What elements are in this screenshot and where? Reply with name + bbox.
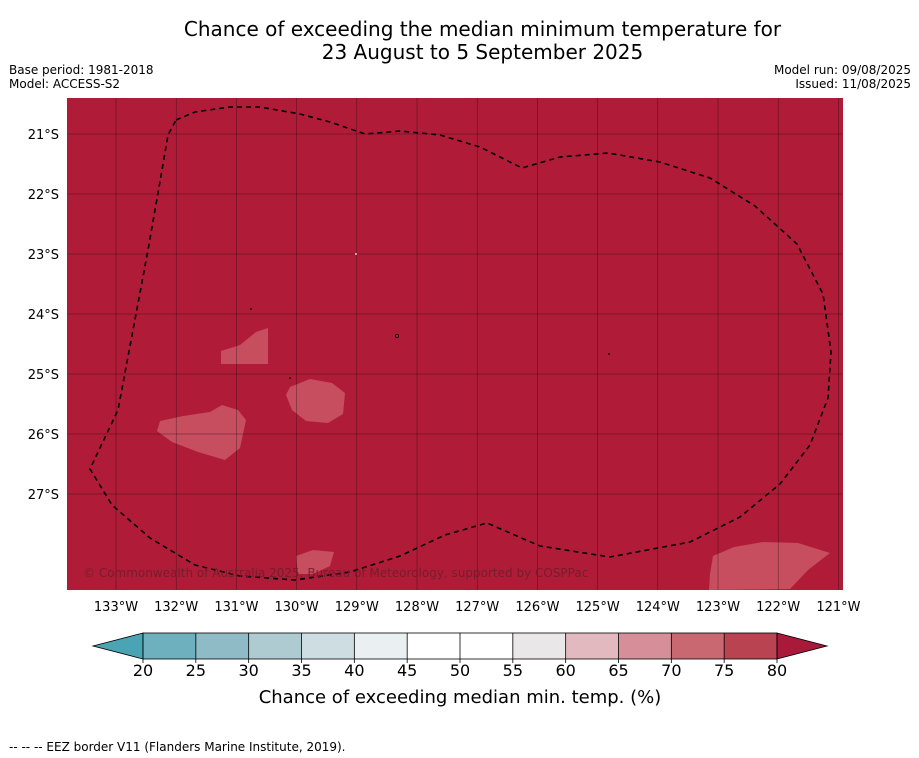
map-title: Chance of exceeding the median minimum t… bbox=[0, 18, 919, 64]
map-panel: © Commonwealth of Australia 2025, Bureau… bbox=[67, 98, 843, 590]
latitude-label: 27°S bbox=[28, 488, 59, 503]
colorbar-box bbox=[301, 633, 355, 659]
colorbar-box bbox=[195, 633, 249, 659]
island-marker bbox=[394, 333, 399, 338]
colorbar-tick-label: 65 bbox=[608, 661, 628, 680]
latitude-label: 23°S bbox=[28, 248, 59, 263]
longitude-labels: 133°W 132°W 131°W 130°W 129°W 128°W 127°W 126°W… bbox=[94, 600, 861, 615]
colorbar-high-arrow bbox=[776, 632, 829, 660]
issued-date: Issued: 11/08/2025 bbox=[795, 77, 911, 91]
island-marker bbox=[250, 308, 252, 310]
longitude-label: 122°W bbox=[756, 600, 800, 615]
colorbar-tick-label: 70 bbox=[661, 661, 681, 680]
colorbar-box bbox=[512, 633, 566, 659]
longitude-label: 121°W bbox=[816, 600, 860, 615]
colorbar-box bbox=[407, 633, 461, 659]
map-background bbox=[67, 98, 843, 590]
longitude-label: 123°W bbox=[696, 600, 740, 615]
longitude-label: 128°W bbox=[395, 600, 439, 615]
patch-1 bbox=[221, 328, 268, 364]
longitude-label: 127°W bbox=[455, 600, 499, 615]
colorbar-tick-label: 75 bbox=[714, 661, 734, 680]
island-marker bbox=[289, 377, 291, 379]
colorbar-box bbox=[618, 633, 672, 659]
title-line-1: Chance of exceeding the median minimum t… bbox=[183, 17, 782, 41]
colorbar-tick-label: 25 bbox=[186, 661, 206, 680]
patch-4 bbox=[296, 550, 334, 574]
colorbar-tick-label: 50 bbox=[450, 661, 470, 680]
colorbar-box bbox=[354, 633, 408, 659]
colorbar-tick-label: 30 bbox=[238, 661, 258, 680]
longitude-label: 126°W bbox=[515, 600, 559, 615]
longitude-label: 130°W bbox=[275, 600, 319, 615]
eez-legend-note: -- -- -- EEZ border V11 (Flanders Marine… bbox=[9, 740, 346, 754]
title-line-2: 23 August to 5 September 2025 bbox=[321, 40, 644, 64]
island-markers bbox=[250, 253, 610, 379]
longitude-label: 129°W bbox=[335, 600, 379, 615]
colorbar-low-arrow bbox=[91, 632, 144, 660]
latitude-label: 24°S bbox=[28, 308, 59, 323]
latitude-label: 22°S bbox=[28, 188, 59, 203]
colorbar-tick-label: 80 bbox=[767, 661, 787, 680]
model-run: Model run: 09/08/2025 bbox=[773, 63, 911, 77]
latitude-label: 25°S bbox=[28, 368, 59, 383]
colorbar-ticks: 20 25 30 35 40 45 50 55 60 65 70 75 80 bbox=[133, 633, 787, 680]
latitude-labels: 21°S 22°S 23°S 24°S 25°S 26°S 27°S bbox=[28, 128, 59, 503]
colorbar-boxes bbox=[143, 633, 778, 659]
colorbar-tick-label: 35 bbox=[291, 661, 311, 680]
colorbar-box bbox=[671, 633, 725, 659]
patch-2 bbox=[286, 379, 345, 423]
colorbar-tick-label: 60 bbox=[555, 661, 575, 680]
longitude-label: 124°W bbox=[636, 600, 680, 615]
patch-3 bbox=[157, 405, 246, 460]
colorbar-box bbox=[565, 633, 619, 659]
base-period: Base period: 1981-2018 bbox=[9, 63, 154, 77]
colorbar-tick-label: 40 bbox=[344, 661, 364, 680]
island-marker bbox=[355, 253, 357, 255]
longitude-label: 131°W bbox=[214, 600, 258, 615]
colorbar: 20 25 30 35 40 45 50 55 60 65 70 75 80 Chance of exc… bbox=[91, 632, 829, 708]
colorbar-box bbox=[724, 633, 778, 659]
colorbar-tick-label: 55 bbox=[503, 661, 523, 680]
colorbar-box bbox=[143, 633, 197, 659]
longitude-label: 125°W bbox=[576, 600, 620, 615]
longitude-label: 132°W bbox=[154, 600, 198, 615]
meta-left: Base period: 1981-2018 Model: ACCESS-S2 bbox=[9, 63, 154, 91]
probability-patches bbox=[157, 328, 830, 590]
copyright-text: © Commonwealth of Australia 2025, Bureau… bbox=[83, 566, 588, 580]
colorbar-box bbox=[460, 633, 514, 659]
colorbar-tick-label: 20 bbox=[133, 661, 153, 680]
graticule bbox=[67, 98, 843, 590]
colorbar-box bbox=[248, 633, 302, 659]
meta-right: Model run: 09/08/2025 Issued: 11/08/2025 bbox=[774, 63, 911, 91]
patch-5 bbox=[709, 542, 830, 590]
latitude-label: 26°S bbox=[28, 428, 59, 443]
colorbar-label: Chance of exceeding median min. temp. (%… bbox=[259, 687, 662, 708]
island-marker bbox=[608, 353, 610, 355]
latitude-label: 21°S bbox=[28, 128, 59, 143]
model-name: Model: ACCESS-S2 bbox=[9, 77, 121, 91]
colorbar-tick-label: 45 bbox=[397, 661, 417, 680]
longitude-label: 133°W bbox=[94, 600, 138, 615]
